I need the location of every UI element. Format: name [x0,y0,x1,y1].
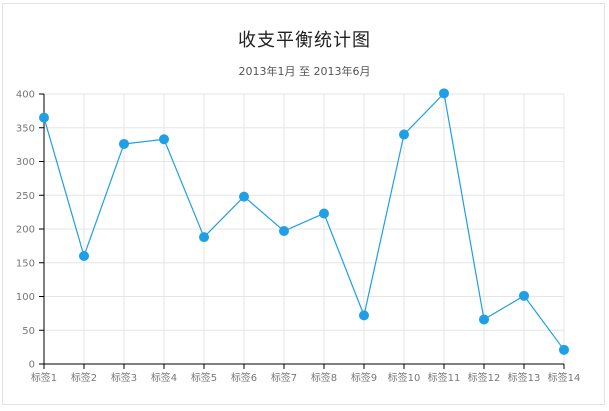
data-points [39,88,569,355]
x-tick-label: 标签13 [508,371,541,384]
x-tick-label: 标签7 [271,371,297,384]
data-point[interactable] [399,129,409,140]
x-tick-label: 标签5 [191,371,217,384]
axes [39,93,565,369]
x-tick-label: 标签6 [231,371,257,384]
y-tick-label: 100 [16,292,35,303]
y-tick-label: 300 [16,157,35,168]
x-tick-labels: 标签1 标签2 标签3 标签4 标签5 标签6 标签7 标签8 标签9 标签10 标签11 标签12 标… [31,371,581,384]
data-point[interactable] [159,134,169,145]
x-tick-label: 标签3 [111,371,137,384]
data-point[interactable] [559,344,569,355]
y-tick-label: 200 [16,225,35,236]
x-tick-label: 标签11 [428,371,461,384]
data-point[interactable] [79,251,89,261]
x-tick-label: 标签10 [388,371,421,384]
data-point[interactable] [519,290,529,301]
x-tick-label: 标签12 [468,371,501,384]
x-tick-label: 标签14 [548,371,581,384]
y-tick-label: 350 [16,123,35,134]
x-tick-label: 标签2 [71,371,97,384]
series-line [43,92,565,351]
chart-title: 收支平衡统计图 [238,30,371,51]
x-tick-label: 标签9 [351,371,377,384]
data-point[interactable] [319,208,329,219]
data-point[interactable] [479,314,489,325]
grid-lines [44,93,565,364]
y-tick-label: 250 [16,191,35,202]
y-tick-label: 400 [16,90,35,101]
y-tick-labels: 0 50 100 150 200 250 300 350 400 [16,90,35,371]
x-tick-label: 标签4 [151,371,177,384]
x-tick-label: 标签8 [311,371,337,384]
data-point[interactable] [199,232,209,243]
y-tick-label: 50 [22,326,35,337]
y-tick-label: 150 [16,258,35,269]
series-line-path [43,92,565,351]
data-point[interactable] [239,191,249,202]
data-point[interactable] [39,112,49,123]
x-tick-label: 标签1 [31,371,57,384]
chart-subtitle: 2013年1月 至 2013年6月 [238,65,371,78]
data-point[interactable] [359,310,369,321]
data-point[interactable] [119,138,129,149]
data-point[interactable] [279,226,289,237]
y-tick-label: 0 [29,360,35,371]
data-point[interactable] [439,88,449,99]
